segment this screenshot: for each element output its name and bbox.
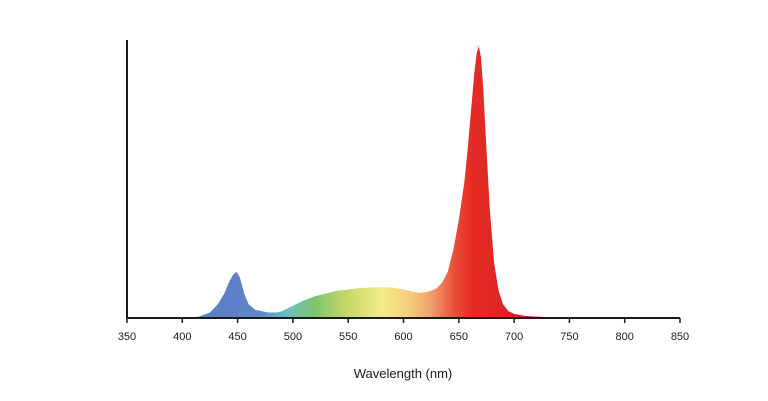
spectrum-area-0 <box>182 46 570 318</box>
x-tick-label: 800 <box>616 331 634 343</box>
x-tick-label: 400 <box>173 331 191 343</box>
x-tick-label: 600 <box>394 331 412 343</box>
x-tick-label: 550 <box>339 331 357 343</box>
x-axis-ticks: 350 400 450 500 550 600 650 700 750 800 850 <box>118 318 689 343</box>
plot-area <box>182 46 570 318</box>
x-tick-label: 650 <box>450 331 468 343</box>
x-tick-label: 450 <box>228 331 246 343</box>
x-tick-label: 700 <box>505 331 523 343</box>
x-tick-label: 750 <box>560 331 578 343</box>
x-axis-title: Wavelength (nm) <box>354 366 453 381</box>
x-tick-label: 350 <box>118 331 136 343</box>
x-tick-label: 850 <box>671 331 689 343</box>
x-tick-label: 500 <box>284 331 302 343</box>
